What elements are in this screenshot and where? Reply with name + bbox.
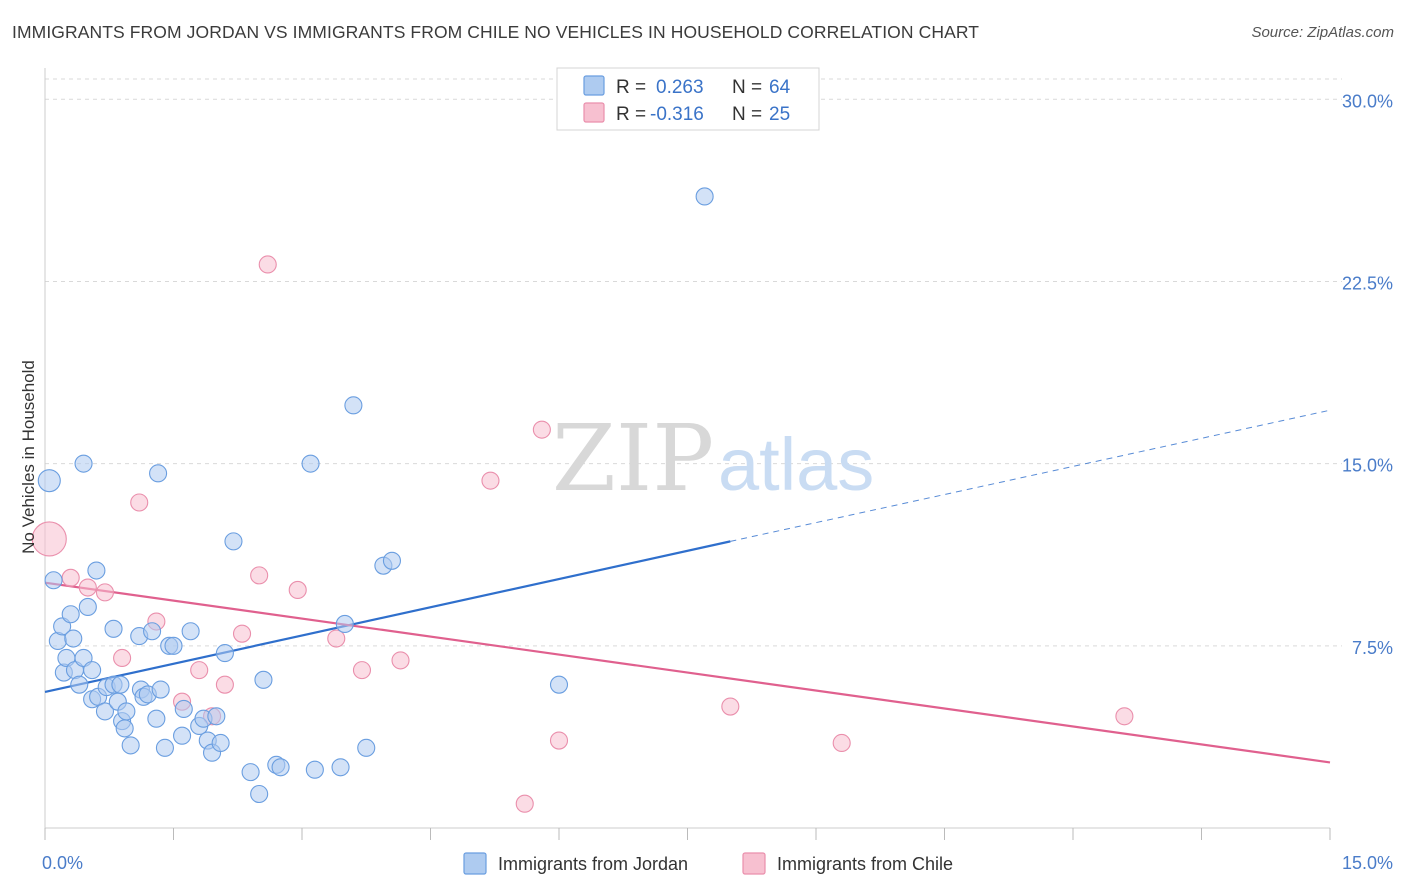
point-jordan: [104, 619, 123, 638]
point-chile: [327, 629, 346, 648]
point-jordan: [115, 719, 134, 738]
point-jordan: [174, 699, 193, 719]
legend-r-value-jordan: 0.263: [656, 77, 704, 98]
point-chile: [130, 493, 149, 512]
trend-layer: [44, 409, 1331, 764]
point-jordan: [382, 551, 402, 570]
point-jordan: [241, 763, 260, 782]
point-jordan: [164, 636, 183, 655]
point-jordan: [271, 758, 290, 777]
point-jordan: [44, 571, 63, 590]
point-chile: [190, 661, 209, 680]
point-chile: [288, 580, 307, 600]
axis-layer: 7.5% 15.0% 22.5% 30.0% 0.0% 15.0%: [42, 68, 1393, 873]
legend-r-label-jordan: R =: [616, 77, 646, 98]
point-chile: [258, 255, 277, 274]
legend-swatch-chile: [583, 102, 605, 123]
point-jordan: [344, 396, 363, 415]
point-jordan: [301, 454, 320, 473]
point-jordan: [74, 454, 93, 473]
bottom-legend-swatch-chile: [742, 852, 766, 875]
point-jordan: [224, 532, 243, 551]
trendline-jordan-extrapolated: [730, 409, 1331, 542]
watermark-zip: ZIP: [552, 405, 714, 512]
point-chile: [391, 651, 410, 670]
y-axis-title: No Vehicles in Household: [19, 360, 38, 554]
point-chile: [78, 578, 97, 597]
point-jordan: [549, 675, 569, 694]
point-jordan: [78, 597, 97, 617]
point-chile: [232, 624, 252, 643]
series-legend: Immigrants from Jordan Immigrants from C…: [463, 852, 953, 875]
point-jordan: [254, 670, 273, 689]
point-jordan: [331, 758, 350, 777]
point-jordan: [357, 738, 376, 757]
point-chile: [721, 697, 740, 716]
y-tick-label: 22.5%: [1342, 273, 1393, 293]
point-jordan: [211, 733, 230, 753]
point-jordan: [173, 726, 192, 745]
point-chile: [549, 731, 569, 750]
legend-n-label-jordan: N =: [732, 77, 762, 98]
legend-swatch-jordan: [583, 75, 605, 96]
source-credit: Source: ZipAtlas.com: [1251, 24, 1394, 41]
point-jordan: [147, 709, 166, 728]
point-chile: [352, 661, 372, 680]
points-layer: [31, 187, 1134, 813]
point-jordan: [335, 614, 354, 634]
point-jordan: [143, 622, 162, 641]
point-chile: [515, 794, 534, 813]
point-chile: [113, 648, 132, 668]
bottom-legend-swatch-jordan: [463, 852, 487, 875]
point-jordan: [83, 661, 102, 680]
point-jordan: [250, 784, 269, 804]
point-chile: [832, 733, 851, 753]
legend-n-value-chile: 25: [769, 104, 790, 125]
point-jordan: [121, 736, 140, 755]
point-jordan: [207, 707, 226, 726]
point-jordan: [37, 469, 61, 493]
point-jordan: [181, 622, 200, 641]
grid-layer: [45, 78, 1342, 647]
point-jordan: [111, 675, 130, 694]
watermark: ZIP atlas: [552, 405, 874, 512]
point-chile: [61, 568, 80, 587]
point-chile: [532, 420, 551, 439]
trendline-chile: [44, 581, 1331, 764]
x-tick-label-min: 0.0%: [42, 853, 83, 873]
bottom-legend-label-chile: Immigrants from Chile: [777, 854, 953, 874]
point-jordan: [61, 605, 80, 624]
point-jordan: [695, 187, 714, 206]
point-chile: [95, 583, 115, 602]
y-tick-label: 15.0%: [1342, 456, 1393, 476]
point-chile: [215, 675, 234, 694]
point-chile: [250, 566, 269, 585]
chart-title: IMMIGRANTS FROM JORDAN VS IMMIGRANTS FRO…: [12, 22, 980, 42]
point-jordan: [64, 629, 83, 648]
watermark-atlas: atlas: [718, 423, 874, 506]
correlation-legend: R = 0.263 N = 64 R = -0.316 N = 25: [556, 67, 820, 131]
point-chile: [1115, 707, 1134, 726]
trendline-jordan: [44, 540, 731, 694]
point-chile: [481, 471, 500, 490]
point-jordan: [70, 675, 89, 694]
bottom-legend-label-jordan: Immigrants from Jordan: [498, 854, 688, 874]
point-jordan: [149, 464, 168, 483]
point-jordan: [87, 561, 106, 580]
legend-n-value-jordan: 64: [769, 77, 791, 98]
legend-r-label-chile: R =: [616, 104, 646, 125]
point-jordan: [305, 760, 324, 779]
legend-r-value-chile: -0.316: [650, 104, 704, 125]
y-tick-label: 30.0%: [1342, 91, 1393, 111]
legend-n-label-chile: N =: [732, 104, 762, 125]
point-jordan: [95, 702, 115, 721]
y-tick-label: 7.5%: [1352, 638, 1393, 658]
x-tick-label-max: 15.0%: [1342, 853, 1393, 873]
point-jordan: [117, 702, 136, 721]
point-jordan: [215, 644, 234, 663]
point-jordan: [155, 738, 174, 757]
point-chile: [31, 521, 67, 557]
point-jordan: [151, 680, 170, 699]
